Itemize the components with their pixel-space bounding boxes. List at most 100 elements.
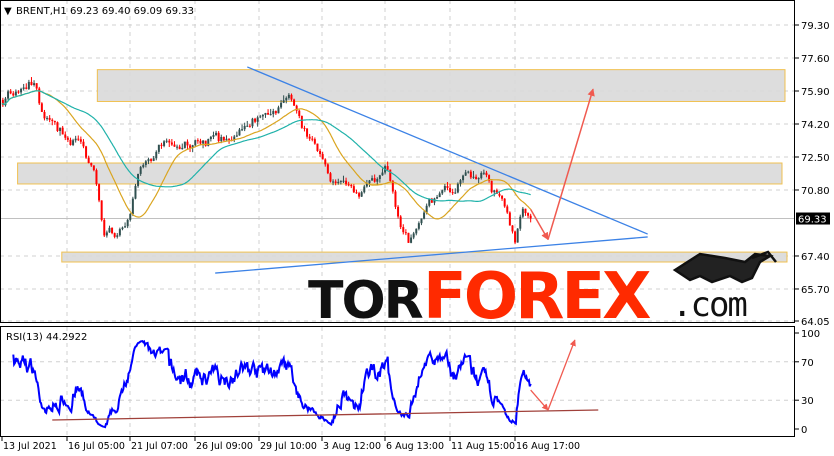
forecast-arrow bbox=[530, 209, 549, 241]
forecast-arrow bbox=[547, 88, 595, 240]
candle-body bbox=[469, 171, 472, 178]
price-tick-label: 72.50 bbox=[801, 153, 830, 164]
candle-body bbox=[521, 208, 524, 217]
candle-body bbox=[243, 125, 246, 130]
candle-body bbox=[287, 94, 290, 98]
candle-body bbox=[66, 137, 69, 140]
triangle-down-icon[interactable]: ▼ bbox=[4, 6, 12, 17]
candle-body bbox=[168, 140, 171, 143]
candle-body bbox=[352, 186, 355, 193]
candle-body bbox=[425, 205, 428, 213]
time-tick-label: 16 Jul 05:00 bbox=[68, 441, 125, 452]
candle-body bbox=[246, 125, 249, 127]
candle-body bbox=[436, 197, 439, 199]
candle-body bbox=[150, 159, 153, 161]
candle-body bbox=[451, 192, 454, 194]
candle-body bbox=[118, 229, 121, 236]
candle-body bbox=[441, 190, 444, 194]
rsi-tick-label: 0 bbox=[801, 425, 807, 436]
candle-body bbox=[64, 134, 67, 138]
rsi-support-line bbox=[52, 409, 599, 421]
candle-body bbox=[259, 116, 262, 118]
candle-body bbox=[417, 223, 420, 229]
support-resistance-zone bbox=[17, 162, 783, 185]
candle-body bbox=[27, 81, 30, 89]
logo-com: .com bbox=[672, 285, 746, 325]
candle-body bbox=[139, 167, 142, 174]
candle-body bbox=[472, 176, 475, 178]
candle-body bbox=[389, 169, 392, 181]
candle-body bbox=[506, 206, 509, 213]
candle-body bbox=[412, 233, 415, 238]
rsi-panel-frame bbox=[0, 326, 795, 437]
logo-forex: FOREX bbox=[423, 260, 651, 334]
main-panel-frame bbox=[0, 0, 795, 323]
price-tick-label: 65.70 bbox=[801, 285, 830, 296]
candle-body bbox=[480, 172, 483, 179]
candle-body bbox=[394, 191, 397, 207]
candle-body bbox=[186, 141, 189, 146]
candle-body bbox=[264, 112, 267, 115]
candle-body bbox=[446, 185, 449, 188]
rsi-forecast-arrow bbox=[547, 339, 576, 411]
candle-body bbox=[321, 154, 324, 160]
candle-body bbox=[59, 127, 62, 131]
time-tick-label: 3 Aug 12:00 bbox=[323, 441, 381, 452]
candle-body bbox=[121, 227, 124, 230]
candle-body bbox=[524, 208, 527, 214]
candle-body bbox=[339, 180, 342, 182]
candle-body bbox=[46, 117, 49, 119]
candle-body bbox=[277, 107, 280, 114]
candle-body bbox=[358, 193, 361, 197]
candle-body bbox=[90, 162, 93, 166]
candle-body bbox=[503, 198, 506, 207]
grid bbox=[0, 0, 795, 437]
candle-body bbox=[368, 180, 371, 184]
candle-body bbox=[100, 200, 103, 221]
candle-body bbox=[498, 193, 501, 196]
candle-body bbox=[181, 147, 184, 150]
candle-body bbox=[14, 91, 17, 96]
candle-body bbox=[501, 195, 504, 199]
candle-body bbox=[251, 118, 254, 127]
zones bbox=[17, 69, 788, 263]
candle-body bbox=[165, 140, 168, 142]
candle-body bbox=[1, 99, 4, 106]
candle-body bbox=[241, 129, 244, 131]
candle-body bbox=[155, 151, 158, 159]
candle-body bbox=[493, 190, 496, 193]
candle-body bbox=[402, 227, 405, 233]
candle-body bbox=[345, 180, 348, 185]
candle-body bbox=[163, 141, 166, 146]
candle-body bbox=[527, 213, 530, 216]
candle-body bbox=[233, 136, 236, 140]
candle-body bbox=[79, 139, 82, 142]
candle-body bbox=[40, 103, 43, 112]
price-tick-label: 75.90 bbox=[801, 87, 830, 98]
candle-body bbox=[326, 164, 329, 174]
candle-body bbox=[33, 83, 36, 85]
time-tick-label: 29 Jul 10:00 bbox=[260, 441, 317, 452]
candle-body bbox=[295, 105, 298, 111]
candle-body bbox=[235, 135, 238, 137]
price-tick-label: 70.80 bbox=[801, 186, 830, 197]
candle-body bbox=[378, 175, 381, 179]
candle-body bbox=[308, 136, 311, 139]
candle-body bbox=[20, 88, 23, 93]
candle-body bbox=[415, 228, 418, 234]
candle-body bbox=[319, 150, 322, 155]
candle-body bbox=[126, 219, 129, 227]
support-resistance-zone bbox=[61, 251, 788, 263]
candle-body bbox=[454, 192, 457, 194]
trendlines bbox=[215, 66, 648, 274]
candle-body bbox=[261, 114, 264, 117]
candle-body bbox=[248, 125, 251, 127]
time-tick-label: 11 Aug 15:00 bbox=[451, 441, 515, 452]
candle-body bbox=[290, 94, 293, 100]
candle-body bbox=[298, 110, 301, 117]
candle-body bbox=[220, 136, 223, 142]
candle-body bbox=[300, 116, 303, 128]
candle-body bbox=[225, 138, 228, 141]
candle-body bbox=[51, 119, 54, 121]
trendline bbox=[247, 66, 648, 235]
